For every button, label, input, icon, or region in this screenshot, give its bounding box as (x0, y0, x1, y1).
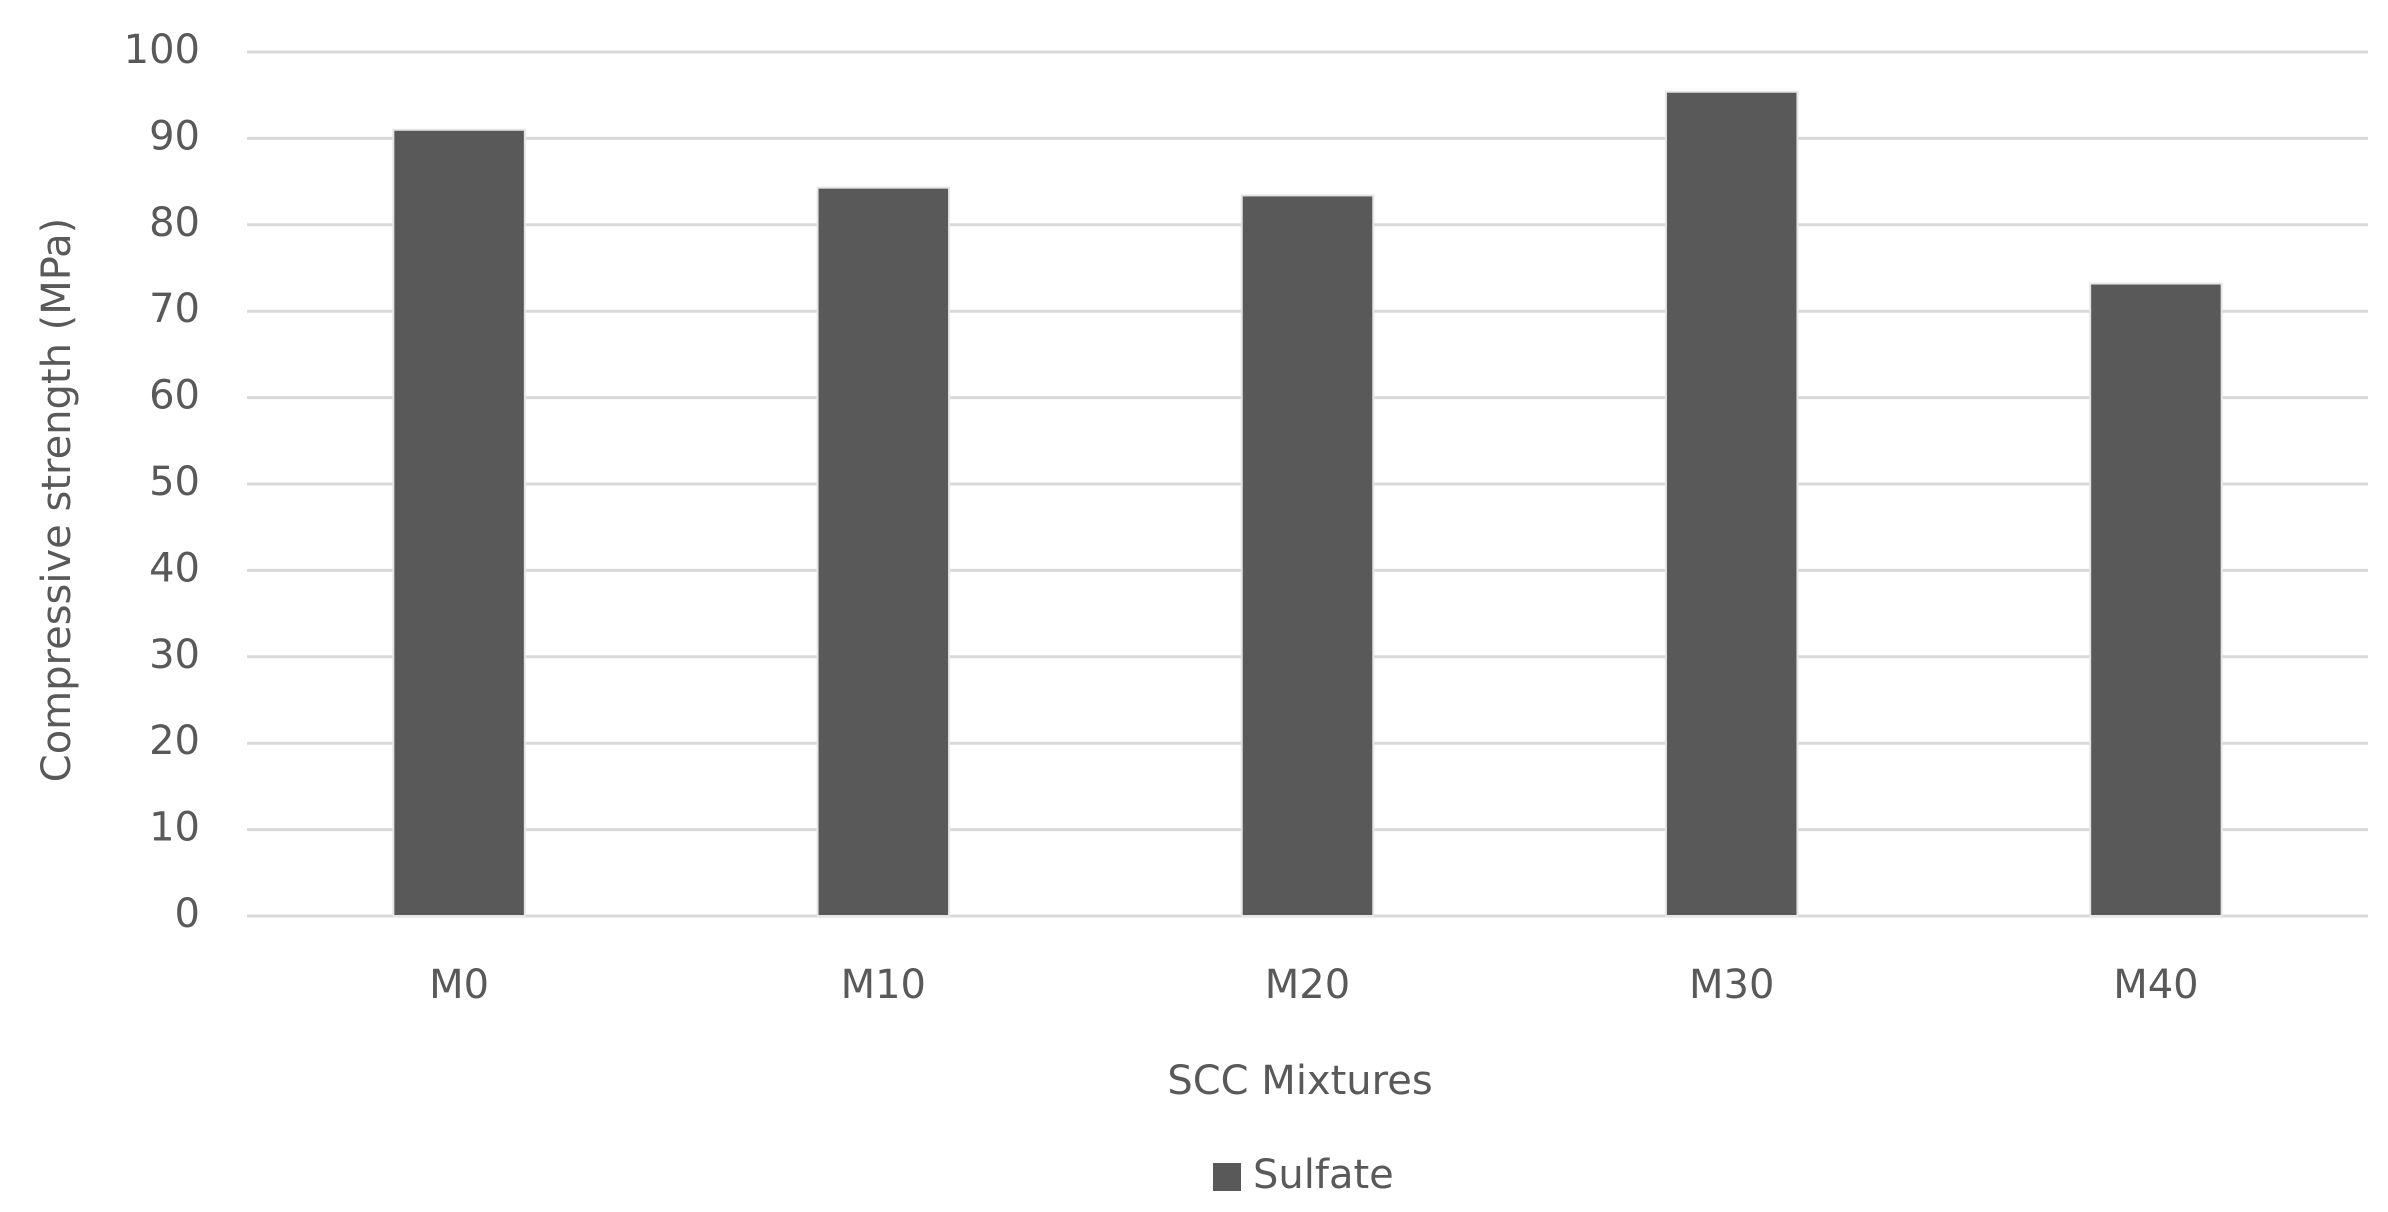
legend-label: Sulfate (1253, 1152, 1394, 1198)
x-tick-label: M10 (841, 962, 926, 1008)
x-tick-label: M30 (1689, 962, 1774, 1008)
y-tick-label: 100 (124, 27, 200, 73)
bar (392, 128, 526, 917)
y-tick-label: 90 (149, 113, 200, 159)
y-tick-label: 80 (149, 200, 200, 246)
y-tick-label: 0 (175, 891, 200, 937)
bar (1240, 194, 1375, 917)
bar (1664, 90, 1799, 917)
y-tick-label: 50 (149, 459, 200, 505)
y-axis-title: Compressive strength (MPa) (34, 218, 80, 782)
y-tick-label: 60 (149, 373, 200, 419)
x-tick-label: M0 (429, 962, 489, 1008)
x-tick-label: M40 (2113, 962, 2198, 1008)
y-tick-label: 40 (149, 545, 200, 591)
y-tick-label: 20 (149, 718, 200, 764)
y-tick-label: 30 (149, 632, 200, 678)
y-tick-label: 10 (149, 805, 200, 851)
x-axis-title: SCC Mixtures (1167, 1058, 1432, 1104)
bar (816, 186, 951, 917)
legend-swatch (1213, 1163, 1241, 1191)
x-tick-label: M20 (1265, 962, 1350, 1008)
y-tick-label: 70 (149, 286, 200, 332)
bar (2089, 282, 2223, 917)
